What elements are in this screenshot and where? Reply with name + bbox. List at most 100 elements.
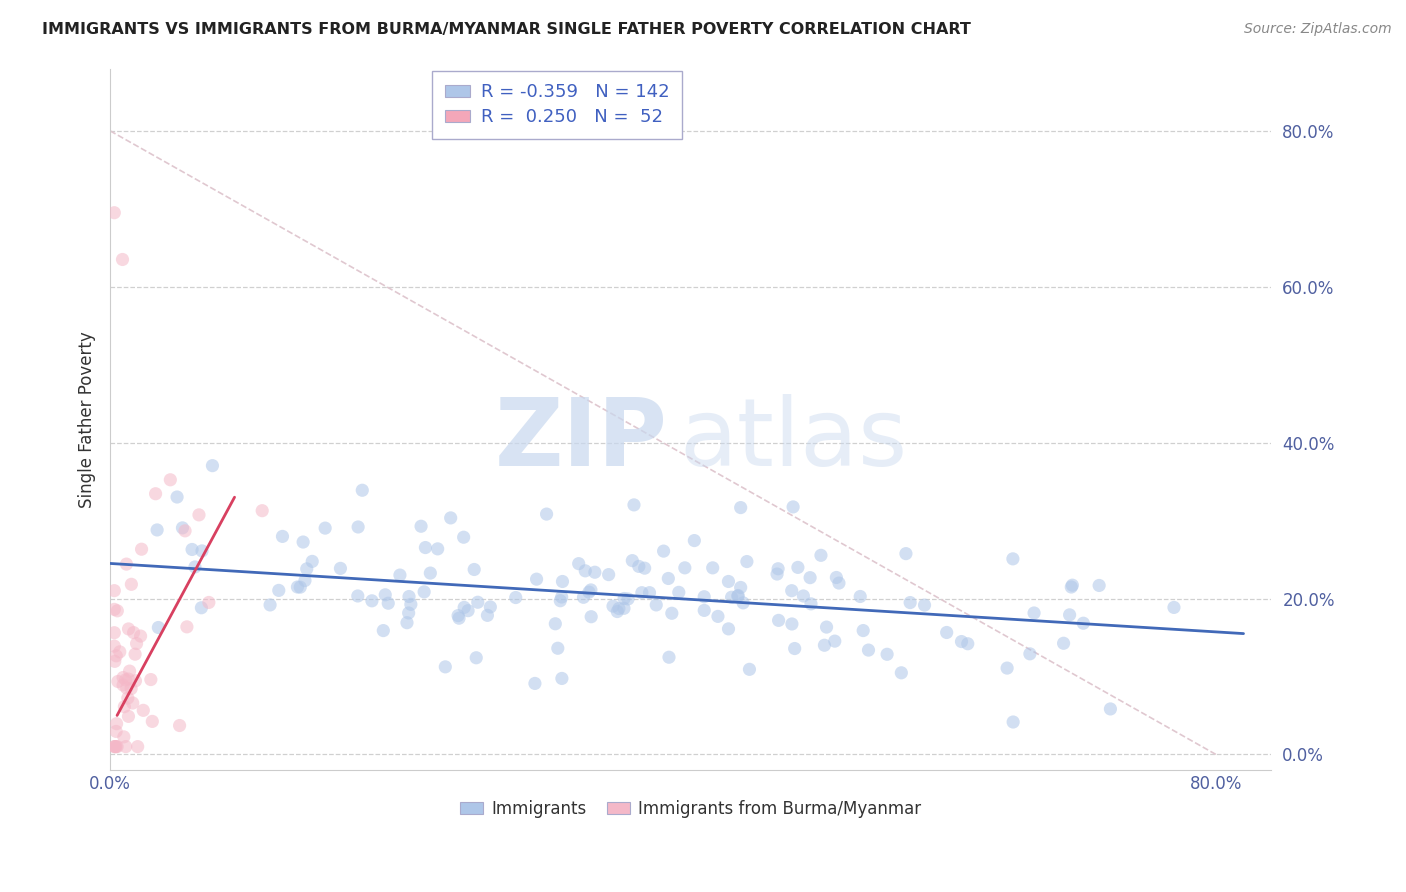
Point [598, 567, 620, 582]
Point [112, 730, 135, 744]
Point [103, 583, 125, 598]
Point [526, 572, 548, 586]
Point [894, 547, 917, 561]
Point [574, 564, 596, 578]
Point [114, 673, 136, 687]
Point [551, 574, 574, 589]
Point [176, 620, 198, 634]
Point [169, 718, 191, 732]
Point [631, 585, 654, 599]
Point [950, 634, 973, 648]
Point [735, 555, 758, 569]
Point [505, 591, 527, 605]
Point [702, 561, 724, 575]
Point [447, 608, 470, 623]
Point [849, 590, 872, 604]
Point [373, 624, 395, 638]
Point [103, 739, 125, 754]
Point [617, 591, 640, 606]
Point [346, 589, 368, 603]
Point [890, 665, 912, 680]
Point [693, 603, 716, 617]
Point [568, 557, 591, 571]
Point [107, 674, 129, 689]
Point [124, 647, 146, 661]
Point [159, 473, 181, 487]
Point [166, 490, 188, 504]
Point [139, 673, 162, 687]
Point [413, 585, 436, 599]
Point [188, 508, 211, 522]
Point [572, 591, 595, 605]
Point [301, 554, 323, 568]
Point [766, 562, 789, 576]
Point [627, 559, 650, 574]
Point [117, 691, 139, 706]
Point [551, 672, 574, 686]
Point [579, 582, 602, 597]
Point [457, 604, 479, 618]
Point [852, 624, 875, 638]
Point [467, 595, 489, 609]
Point [638, 585, 661, 599]
Point [782, 500, 804, 514]
Point [122, 625, 145, 640]
Point [733, 596, 755, 610]
Point [120, 577, 142, 591]
Point [717, 574, 740, 589]
Point [292, 535, 315, 549]
Point [547, 641, 569, 656]
Point [105, 604, 128, 618]
Point [813, 638, 835, 652]
Point [727, 589, 749, 603]
Point [824, 634, 846, 648]
Point [174, 524, 197, 538]
Point [259, 598, 281, 612]
Point [104, 739, 127, 754]
Point [463, 562, 485, 576]
Point [810, 549, 832, 563]
Point [112, 699, 135, 714]
Point [105, 716, 128, 731]
Point [415, 541, 437, 555]
Point [105, 739, 128, 754]
Point [799, 571, 821, 585]
Point [201, 458, 224, 473]
Point [738, 662, 761, 676]
Point [730, 500, 752, 515]
Point [634, 561, 657, 575]
Point [661, 607, 683, 621]
Point [544, 616, 567, 631]
Point [780, 583, 803, 598]
Point [398, 590, 420, 604]
Point [645, 598, 668, 612]
Point [607, 601, 630, 615]
Point [550, 590, 572, 604]
Point [399, 598, 422, 612]
Y-axis label: Single Father Poverty: Single Father Poverty [79, 331, 96, 508]
Point [453, 600, 475, 615]
Point [1073, 616, 1095, 631]
Point [111, 252, 134, 267]
Point [145, 487, 167, 501]
Point [727, 589, 749, 603]
Point [141, 714, 163, 729]
Point [800, 597, 823, 611]
Point [613, 591, 636, 606]
Point [125, 636, 148, 650]
Point [374, 588, 396, 602]
Point [1163, 600, 1185, 615]
Point [287, 580, 309, 594]
Point [267, 583, 290, 598]
Point [115, 681, 138, 695]
Point [198, 595, 221, 609]
Point [120, 681, 142, 696]
Point [146, 523, 169, 537]
Point [621, 554, 644, 568]
Point [536, 507, 558, 521]
Point [780, 617, 803, 632]
Point [792, 589, 814, 603]
Point [103, 602, 125, 616]
Point [1088, 578, 1111, 592]
Point [1001, 552, 1024, 566]
